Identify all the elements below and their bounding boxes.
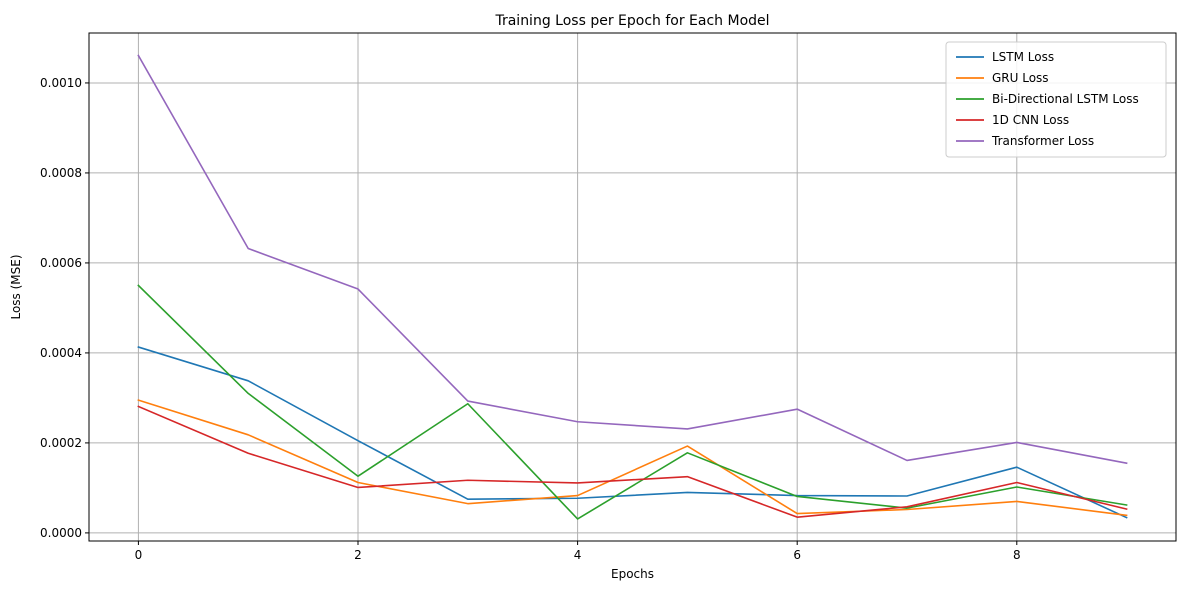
x-axis-label: Epochs [611, 567, 654, 581]
chart-title: Training Loss per Epoch for Each Model [494, 13, 769, 29]
plot-frame [88, 32, 1177, 542]
legend-entry-label: GRU Loss [992, 71, 1049, 85]
legend-entry-label: 1D CNN Loss [992, 113, 1069, 127]
y-axis-ticks: 0.0000 0.0002 0.0004 0.0006 0.0008 0.0010 [40, 76, 89, 540]
series-line-bi-directional-lstm-loss [137, 284, 1128, 520]
x-tick-label: 4 [574, 548, 582, 562]
legend: LSTM Loss GRU Loss Bi-Directional LSTM Los… [945, 41, 1167, 158]
grid-lines [89, 33, 1176, 541]
y-tick-label: 0.0006 [40, 256, 82, 270]
y-tick-label: 0.0008 [40, 166, 82, 180]
x-tick-label: 0 [135, 548, 143, 562]
y-tick-label: 0.0000 [40, 526, 82, 540]
series-line-lstm-loss [137, 346, 1128, 519]
series-lines [137, 54, 1128, 520]
x-axis-ticks: 0 2 4 6 8 [135, 541, 1021, 562]
series-line-gru-loss [137, 399, 1128, 517]
x-tick-label: 2 [354, 548, 362, 562]
legend-entry-label: LSTM Loss [992, 50, 1054, 64]
legend-entry-label: Bi-Directional LSTM Loss [992, 92, 1139, 106]
y-tick-label: 0.0004 [40, 346, 82, 360]
legend-frame [945, 41, 1167, 158]
series-line-1d-cnn-loss [137, 405, 1128, 518]
y-axis-label: Loss (MSE) [9, 254, 23, 319]
y-tick-label: 0.0002 [40, 436, 82, 450]
x-tick-label: 8 [1013, 548, 1021, 562]
y-tick-label: 0.0010 [40, 76, 82, 90]
series-line-transformer-loss [137, 54, 1128, 465]
x-tick-label: 6 [793, 548, 801, 562]
legend-entry-label: Transformer Loss [991, 134, 1094, 148]
